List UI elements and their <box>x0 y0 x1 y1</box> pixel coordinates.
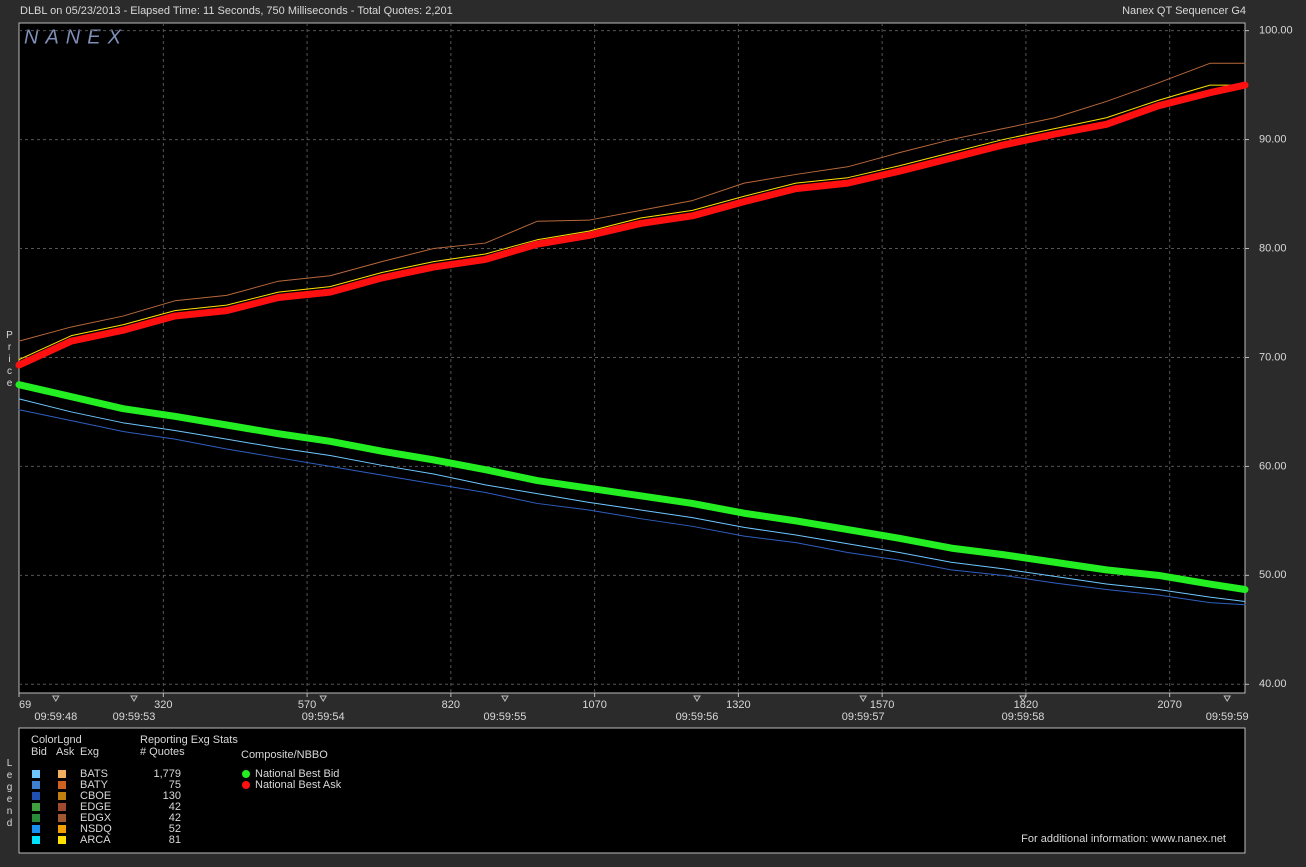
bid-swatch <box>32 803 40 811</box>
bid-swatch <box>32 836 40 844</box>
time-tick-label: 09:59:57 <box>842 711 885 723</box>
time-tick <box>859 695 868 702</box>
nbbo-marker <box>242 781 250 789</box>
x-tick-label: 570 <box>298 699 316 711</box>
time-tick-label: 09:59:59 <box>1206 711 1249 723</box>
time-tick-label: 09:59:48 <box>34 711 77 723</box>
time-tick <box>1223 695 1232 702</box>
quote-count: 1,779 <box>153 768 181 780</box>
header-left: DLBL on 05/23/2013 - Elapsed Time: 11 Se… <box>20 5 453 17</box>
y-tick-label: 80.00 <box>1259 242 1287 254</box>
x-tick-label: 1820 <box>1014 699 1038 711</box>
time-tick-label: 09:59:54 <box>302 711 345 723</box>
legend-col: Exg <box>80 746 99 758</box>
quote-count: 42 <box>169 812 181 824</box>
legend-title: ColorLgnd <box>31 734 82 746</box>
time-tick <box>319 695 328 702</box>
price-line <box>18 84 1246 361</box>
legend-col: Ask <box>56 746 75 758</box>
exg-name: ARCA <box>80 834 111 846</box>
header-right: Nanex QT Sequencer G4 <box>1122 5 1246 17</box>
time-tick-label: 09:59:53 <box>113 711 156 723</box>
ask-swatch <box>58 770 66 778</box>
bid-swatch <box>32 792 40 800</box>
time-tick-label: 09:59:56 <box>676 711 719 723</box>
legend-box <box>18 727 1246 854</box>
x-tick-label: 1570 <box>870 699 894 711</box>
x-tick-label: 820 <box>442 699 460 711</box>
y-tick-label: 90.00 <box>1259 133 1287 145</box>
stats-title: Reporting Exg Stats <box>140 734 238 746</box>
x-tick-label: 1070 <box>582 699 606 711</box>
quote-count: 75 <box>169 779 181 791</box>
watermark: NANEX <box>24 26 128 48</box>
time-tick-label: 09:59:58 <box>1002 711 1045 723</box>
exg-name: BATS <box>80 768 108 780</box>
ask-swatch <box>58 803 66 811</box>
y-tick-label: 100.00 <box>1259 25 1293 37</box>
x-tick-label: 1320 <box>726 699 750 711</box>
exg-name: NSDQ <box>80 823 112 835</box>
x-tick-label: 320 <box>154 699 172 711</box>
x-tick-label: 69 <box>19 699 31 711</box>
bid-swatch <box>32 825 40 833</box>
nbbo-title: Composite/NBBO <box>241 749 328 761</box>
time-tick <box>693 695 701 702</box>
y-axis-label: Price <box>4 330 15 390</box>
price-line <box>15 81 1249 369</box>
legend-col: Bid <box>31 746 47 758</box>
exg-name: EDGE <box>80 801 111 813</box>
time-tick <box>130 695 138 702</box>
x-tick-label: 2070 <box>1157 699 1181 711</box>
quote-count: 52 <box>169 823 181 835</box>
legend-label: Legend <box>4 758 15 830</box>
footer: For additional information: www.nanex.ne… <box>1021 833 1226 845</box>
ask-swatch <box>58 814 66 822</box>
stats-column: # Quotes <box>140 746 185 758</box>
exg-name: EDGX <box>80 812 112 824</box>
quote-count: 42 <box>169 801 181 813</box>
y-tick-label: 50.00 <box>1259 569 1287 581</box>
plot-area <box>18 22 1246 694</box>
y-tick-label: 60.00 <box>1259 460 1287 472</box>
nbbo-name: National Best Bid <box>255 768 339 780</box>
y-tick-label: 70.00 <box>1259 351 1287 363</box>
quote-count: 81 <box>169 834 181 846</box>
bid-swatch <box>32 770 40 778</box>
exg-name: CBOE <box>80 790 111 802</box>
bid-swatch <box>32 814 40 822</box>
nbbo-name: National Best Ask <box>255 779 342 791</box>
bid-swatch <box>32 781 40 789</box>
time-tick <box>501 695 509 702</box>
time-tick <box>51 695 60 702</box>
ask-swatch <box>58 792 66 800</box>
price-line <box>18 62 1246 342</box>
time-tick <box>1019 695 1027 702</box>
quote-count: 130 <box>163 790 181 802</box>
price-line <box>18 409 1246 606</box>
ask-swatch <box>58 836 66 844</box>
exg-name: BATY <box>80 779 109 791</box>
ask-swatch <box>58 781 66 789</box>
ask-swatch <box>58 825 66 833</box>
nbbo-marker <box>242 770 250 778</box>
y-tick-label: 40.00 <box>1259 678 1287 690</box>
time-tick-label: 09:59:55 <box>484 711 527 723</box>
price-line <box>15 381 1249 594</box>
price-line <box>18 398 1246 602</box>
